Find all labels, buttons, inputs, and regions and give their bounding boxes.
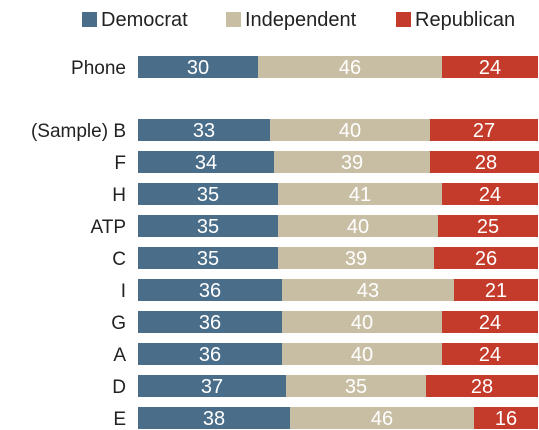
value-label-republican-f: 28: [475, 152, 497, 174]
bar-republican-c: [434, 247, 538, 269]
value-label-democrat-i: 36: [199, 280, 221, 302]
category-label-e: E: [113, 409, 126, 430]
legend: Democrat Independent Republican: [82, 9, 515, 31]
legend-swatch-independent: [226, 12, 241, 27]
category-label-atp: ATP: [90, 217, 126, 238]
value-label-republican-d: 28: [471, 376, 493, 398]
category-label-phone: Phone: [71, 58, 126, 79]
bar-independent-f: [274, 151, 430, 173]
value-label-republican-e: 16: [495, 408, 517, 430]
value-label-democrat-c: 35: [197, 248, 219, 270]
category-label-c: C: [112, 249, 126, 270]
bar-democrat-h: [138, 183, 278, 205]
bar-republican-i: [454, 279, 538, 301]
category-label-f: F: [114, 153, 126, 174]
bar-democrat-a: [138, 343, 282, 365]
bar-democrat-sample-b: [138, 119, 270, 141]
value-label-democrat-phone: 30: [187, 57, 209, 79]
value-label-independent-h: 41: [349, 184, 371, 206]
category-label-a: A: [113, 345, 126, 366]
value-label-democrat-g: 36: [199, 312, 221, 334]
value-label-republican-h: 24: [479, 184, 501, 206]
bar-independent-g: [282, 311, 442, 333]
value-label-democrat-h: 35: [197, 184, 219, 206]
value-label-independent-atp: 40: [347, 216, 369, 238]
bar-republican-sample-b: [430, 119, 538, 141]
legend-label-democrat: Democrat: [101, 9, 188, 31]
value-label-democrat-d: 37: [201, 376, 223, 398]
category-label-d: D: [112, 377, 126, 398]
bar-democrat-e: [138, 407, 290, 429]
legend-label-independent: Independent: [245, 9, 357, 31]
bar-independent-atp: [278, 215, 438, 237]
value-label-republican-atp: 25: [477, 216, 499, 238]
value-label-republican-c: 26: [475, 248, 497, 270]
category-label-i: I: [121, 281, 126, 302]
legend-swatch-republican: [396, 12, 411, 27]
value-label-independent-e: 46: [371, 408, 393, 430]
value-label-republican-sample-b: 27: [473, 120, 495, 142]
value-label-republican-a: 24: [479, 344, 501, 366]
legend-label-republican: Republican: [415, 9, 515, 31]
value-label-independent-phone: 46: [339, 57, 361, 79]
value-label-independent-f: 39: [341, 152, 363, 174]
value-label-independent-d: 35: [345, 376, 367, 398]
bar-democrat-c: [138, 247, 278, 269]
bar-independent-sample-b: [270, 119, 430, 141]
value-label-democrat-e: 38: [203, 408, 225, 430]
bar-democrat-g: [138, 311, 282, 333]
bar-republican-f: [430, 151, 539, 173]
value-label-democrat-f: 34: [195, 152, 217, 174]
legend-swatch-democrat: [82, 12, 97, 27]
value-label-independent-i: 43: [357, 280, 379, 302]
bar-independent-c: [278, 247, 434, 269]
category-label-g: G: [111, 313, 126, 334]
bar-independent-a: [282, 343, 442, 365]
category-label-h: H: [112, 185, 126, 206]
bar-republican-d: [426, 375, 538, 397]
value-label-republican-phone: 24: [479, 57, 501, 79]
value-label-republican-i: 21: [485, 280, 507, 302]
bar-republican-phone: [442, 56, 538, 78]
bar-republican-atp: [438, 215, 538, 237]
bar-independent-e: [290, 407, 474, 429]
bar-republican-a: [442, 343, 538, 365]
value-label-independent-g: 40: [351, 312, 373, 334]
value-label-democrat-atp: 35: [197, 216, 219, 238]
value-label-democrat-a: 36: [199, 344, 221, 366]
bar-democrat-atp: [138, 215, 278, 237]
bar-democrat-d: [138, 375, 286, 397]
value-label-democrat-sample-b: 33: [193, 120, 215, 142]
bar-democrat-f: [138, 151, 274, 173]
value-label-independent-a: 40: [351, 344, 373, 366]
bar-independent-phone: [258, 56, 442, 78]
bar-republican-e: [474, 407, 538, 429]
bar-independent-d: [286, 375, 426, 397]
bar-republican-h: [442, 183, 538, 205]
bar-democrat-i: [138, 279, 282, 301]
bar-republican-g: [442, 311, 538, 333]
value-label-republican-g: 24: [479, 312, 501, 334]
category-label-sample-b: (Sample) B: [31, 121, 126, 142]
bar-democrat-phone: [138, 56, 258, 78]
bars: 30 46 24 33 40 27 34 39 28 35 41 24 35 40 25 35 39 26 36 43…: [138, 56, 539, 430]
value-label-independent-c: 39: [345, 248, 367, 270]
bar-independent-i: [282, 279, 454, 301]
value-label-independent-sample-b: 40: [339, 120, 361, 142]
bar-independent-h: [278, 183, 442, 205]
